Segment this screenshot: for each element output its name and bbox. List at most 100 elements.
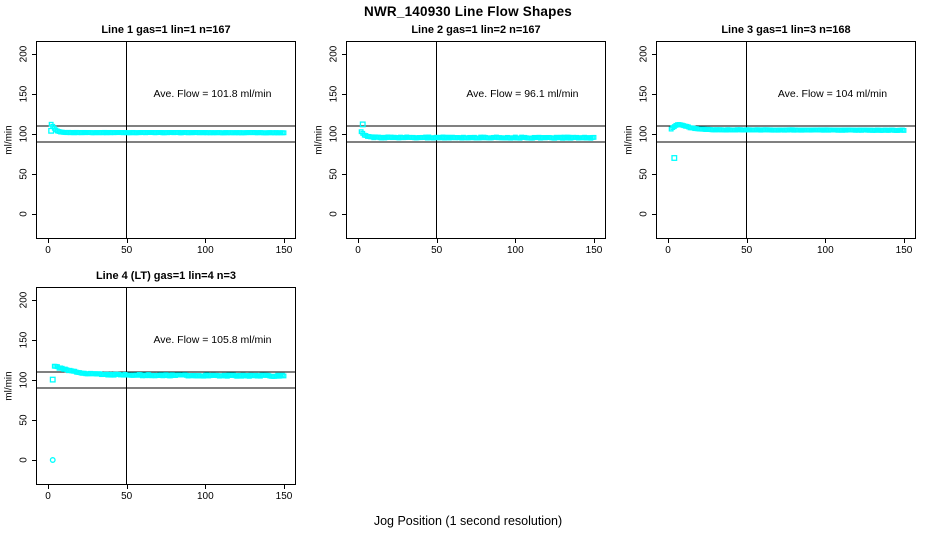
y-tick-label: 0: [18, 211, 30, 217]
x-tick: [746, 239, 748, 243]
x-tick: [283, 239, 285, 243]
x-tick-label: 100: [196, 491, 214, 502]
x-tick-label: 100: [196, 245, 214, 256]
y-tick: [342, 134, 346, 135]
scatter-plot: [657, 42, 915, 238]
figure-x-axis-label: Jog Position (1 second resolution): [373, 514, 563, 528]
x-tick-label: 0: [45, 245, 51, 256]
y-tick-label: 100: [328, 125, 340, 143]
y-tick-label: 200: [328, 45, 340, 63]
y-axis-label: ml/min: [623, 125, 635, 155]
x-tick-label: 150: [585, 245, 603, 256]
y-tick: [342, 214, 346, 215]
data-point: [48, 127, 55, 134]
plot-box: [656, 41, 916, 239]
y-tick: [32, 134, 36, 135]
y-tick-label: 100: [638, 125, 650, 143]
x-tick-label: 0: [355, 245, 361, 256]
y-tick: [652, 214, 656, 215]
y-tick-label: 100: [18, 125, 30, 143]
y-tick: [32, 420, 36, 421]
data-point: [591, 134, 597, 140]
y-tick: [652, 134, 656, 135]
ave-flow-annotation: Ave. Flow = 105.8 ml/min: [153, 334, 272, 346]
y-tick-label: 200: [638, 45, 650, 63]
x-tick-label: 0: [665, 245, 671, 256]
plot-box: [36, 287, 296, 485]
x-tick: [515, 239, 517, 243]
data-point: [671, 155, 678, 161]
x-tick-label: 150: [895, 245, 913, 256]
y-tick-label: 0: [18, 457, 30, 463]
y-tick: [342, 54, 346, 55]
x-tick-label: 50: [121, 491, 133, 502]
x-tick-label: 100: [816, 245, 834, 256]
x-tick-label: 50: [121, 245, 133, 256]
plot-box: [346, 41, 606, 239]
x-tick-label: 0: [45, 491, 51, 502]
data-point: [281, 373, 287, 379]
y-tick-label: 150: [638, 85, 650, 103]
x-tick: [205, 239, 207, 243]
ave-flow-annotation: Ave. Flow = 101.8 ml/min: [153, 88, 272, 100]
y-tick: [32, 460, 36, 461]
y-tick: [652, 94, 656, 95]
x-tick: [825, 239, 827, 243]
plot-box: [36, 41, 296, 239]
y-tick-label: 50: [328, 168, 340, 180]
x-tick-label: 150: [275, 245, 293, 256]
y-tick-label: 50: [638, 168, 650, 180]
scatter-plot: [37, 42, 295, 238]
y-tick: [342, 94, 346, 95]
x-tick: [593, 239, 595, 243]
y-tick-label: 200: [18, 291, 30, 309]
x-tick: [358, 239, 359, 243]
ave-flow-annotation: Ave. Flow = 104 ml/min: [777, 88, 888, 100]
y-tick: [32, 174, 36, 175]
x-tick-label: 100: [506, 245, 524, 256]
panel-title: Line 2 gas=1 lin=2 n=167: [411, 24, 541, 36]
y-tick-label: 150: [18, 331, 30, 349]
y-tick-label: 150: [18, 85, 30, 103]
data-point: [49, 376, 56, 383]
y-tick: [32, 380, 36, 381]
y-tick: [32, 94, 36, 95]
x-tick: [205, 485, 207, 489]
scatter-plot: [37, 288, 295, 484]
y-tick-label: 200: [18, 45, 30, 63]
x-tick: [283, 485, 285, 489]
x-tick: [48, 485, 49, 489]
y-tick-label: 0: [328, 211, 340, 217]
y-axis-label: ml/min: [3, 125, 15, 155]
x-tick-label: 50: [431, 245, 443, 256]
y-tick-label: 50: [18, 414, 30, 426]
y-tick-label: 100: [18, 371, 30, 389]
x-tick: [126, 485, 128, 489]
data-point: [359, 121, 366, 128]
x-tick-label: 150: [275, 491, 293, 502]
scatter-plot: [347, 42, 605, 238]
y-tick: [32, 214, 36, 215]
x-tick: [668, 239, 669, 243]
y-axis-label: ml/min: [313, 125, 325, 155]
y-tick: [652, 174, 656, 175]
y-tick-label: 50: [18, 168, 30, 180]
y-tick-label: 0: [638, 211, 650, 217]
y-tick: [652, 54, 656, 55]
panel-title: Line 4 (LT) gas=1 lin=4 n=3: [95, 270, 237, 282]
data-point: [901, 127, 907, 133]
y-tick: [32, 300, 36, 301]
y-tick-label: 150: [328, 85, 340, 103]
ave-flow-annotation: Ave. Flow = 96.1 ml/min: [466, 88, 579, 100]
panel-title: Line 3 gas=1 lin=3 n=168: [721, 24, 851, 36]
panel-title: Line 1 gas=1 lin=1 n=167: [101, 24, 231, 36]
x-tick: [903, 239, 905, 243]
data-point: [49, 457, 56, 463]
y-tick: [32, 340, 36, 341]
data-point: [281, 130, 287, 136]
x-tick: [48, 239, 49, 243]
x-tick-label: 50: [741, 245, 753, 256]
y-tick: [32, 54, 36, 55]
x-tick: [126, 239, 128, 243]
